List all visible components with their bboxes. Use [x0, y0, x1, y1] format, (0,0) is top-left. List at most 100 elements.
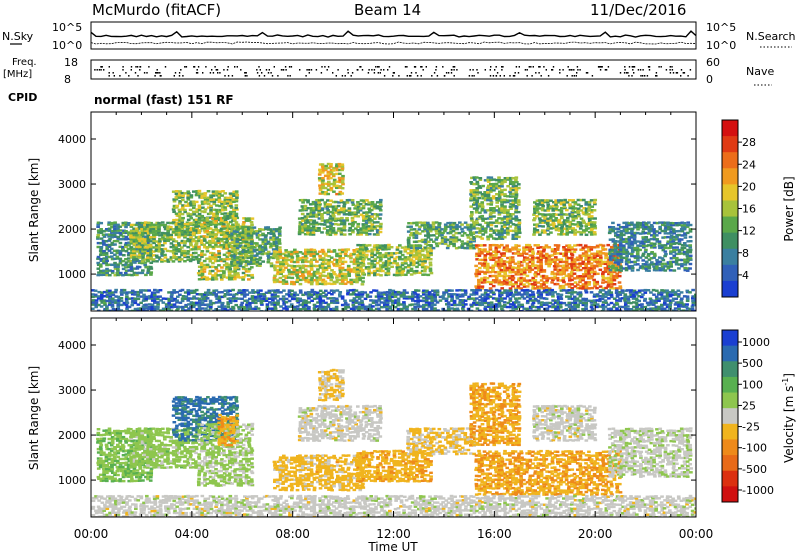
heatmap-cell — [497, 178, 501, 182]
freq-mark — [108, 75, 110, 77]
heatmap-cell — [347, 207, 352, 210]
heatmap-cell — [663, 250, 668, 253]
heatmap-cell — [105, 273, 110, 277]
heatmap-cell — [331, 205, 336, 208]
heatmap-cell — [330, 260, 334, 264]
heatmap-cell — [269, 264, 274, 268]
heatmap-cell — [647, 264, 651, 268]
heatmap-cell — [233, 232, 237, 235]
heatmap-cell — [359, 213, 364, 216]
heatmap-cell — [129, 246, 134, 249]
heatmap-cell — [312, 211, 316, 214]
heatmap-cell — [137, 242, 142, 245]
heatmap-cell — [336, 223, 341, 226]
heatmap-cell — [127, 223, 131, 227]
heatmap-cell — [500, 264, 504, 268]
heatmap-cell — [318, 264, 323, 267]
freq-mark — [265, 69, 268, 71]
heatmap-cell — [177, 260, 182, 263]
heatmap-cell — [538, 219, 543, 222]
heatmap-cell — [304, 217, 309, 220]
heatmap-cell — [589, 215, 594, 218]
heatmap-cell — [186, 218, 191, 222]
heatmap-cell — [214, 208, 219, 212]
freq-mark — [223, 69, 225, 71]
heatmap-cell — [675, 246, 679, 249]
heatmap-cell — [420, 238, 425, 242]
heatmap-cell — [172, 206, 177, 209]
heatmap-cell — [415, 265, 419, 269]
heatmap-cell — [339, 219, 344, 222]
heatmap-cell — [107, 221, 112, 224]
heatmap-cell — [115, 239, 120, 243]
heatmap-cell — [606, 243, 611, 247]
heatmap-cell — [105, 271, 110, 275]
heatmap-cell — [500, 203, 504, 206]
heatmap-cell — [320, 198, 324, 202]
heatmap-cell — [178, 210, 182, 213]
heatmap-cell — [390, 252, 394, 255]
heatmap-cell — [680, 262, 684, 266]
heatmap-cell — [105, 245, 110, 249]
heatmap-cell — [229, 193, 234, 197]
heatmap-cell — [317, 207, 322, 210]
heatmap-cell — [255, 242, 259, 245]
heatmap-cell — [409, 246, 414, 250]
freq-mark — [517, 72, 520, 74]
heatmap-cell — [166, 260, 171, 263]
heatmap-cell — [326, 192, 331, 196]
heatmap-cell — [624, 263, 629, 266]
heatmap-cell — [508, 182, 513, 186]
heatmap-cell — [220, 194, 224, 197]
heatmap-cell — [495, 201, 500, 204]
heatmap-cell — [203, 202, 208, 205]
heatmap-cell — [307, 281, 312, 284]
freq-mark — [305, 75, 307, 77]
heatmap-cell — [189, 244, 193, 247]
heatmap-cell — [424, 224, 428, 227]
heatmap-cell — [252, 248, 257, 252]
heatmap-cell — [560, 229, 564, 232]
freq-mark — [193, 66, 196, 68]
heatmap-cell — [517, 229, 522, 233]
heatmap-cell — [322, 223, 327, 226]
heatmap-cell — [544, 260, 549, 263]
freq-mark — [139, 69, 141, 71]
heatmap-cell — [364, 227, 369, 230]
heatmap-cell — [197, 254, 202, 257]
heatmap-cell — [428, 230, 433, 233]
heatmap-cell — [469, 225, 474, 228]
heatmap-cell — [400, 273, 405, 277]
heatmap-cell — [562, 246, 566, 249]
heatmap-cell — [134, 233, 139, 237]
heatmap-cell — [222, 225, 226, 228]
heatmap-cell — [148, 248, 153, 251]
heatmap-cell — [555, 265, 560, 268]
heatmap-cell — [652, 252, 657, 256]
heatmap-cell — [570, 246, 574, 249]
heatmap-cell — [452, 221, 457, 225]
heatmap-cell — [177, 236, 181, 239]
heatmap-cell — [188, 202, 193, 205]
heatmap-cell — [454, 238, 459, 241]
heatmap-cell — [356, 203, 360, 206]
heatmap-cell — [609, 270, 613, 273]
heatmap-cell — [118, 241, 123, 245]
heatmap-cell — [553, 250, 557, 253]
heatmap-cell — [344, 254, 348, 257]
freq-mark — [632, 66, 635, 68]
heatmap-cell — [517, 265, 521, 268]
heatmap-cell — [533, 201, 537, 204]
heatmap-cell — [300, 198, 305, 202]
heatmap-cell — [406, 252, 411, 255]
heatmap-cell — [174, 190, 179, 193]
heatmap-cell — [538, 233, 542, 236]
heatmap-cell — [358, 278, 362, 282]
heatmap-cell — [236, 228, 241, 231]
heatmap-cell — [195, 208, 199, 211]
heatmap-cell — [275, 246, 279, 249]
heatmap-cell — [327, 259, 332, 262]
heatmap-cell — [304, 248, 308, 252]
heatmap-cell — [129, 256, 134, 259]
heatmap-cell — [437, 224, 441, 227]
